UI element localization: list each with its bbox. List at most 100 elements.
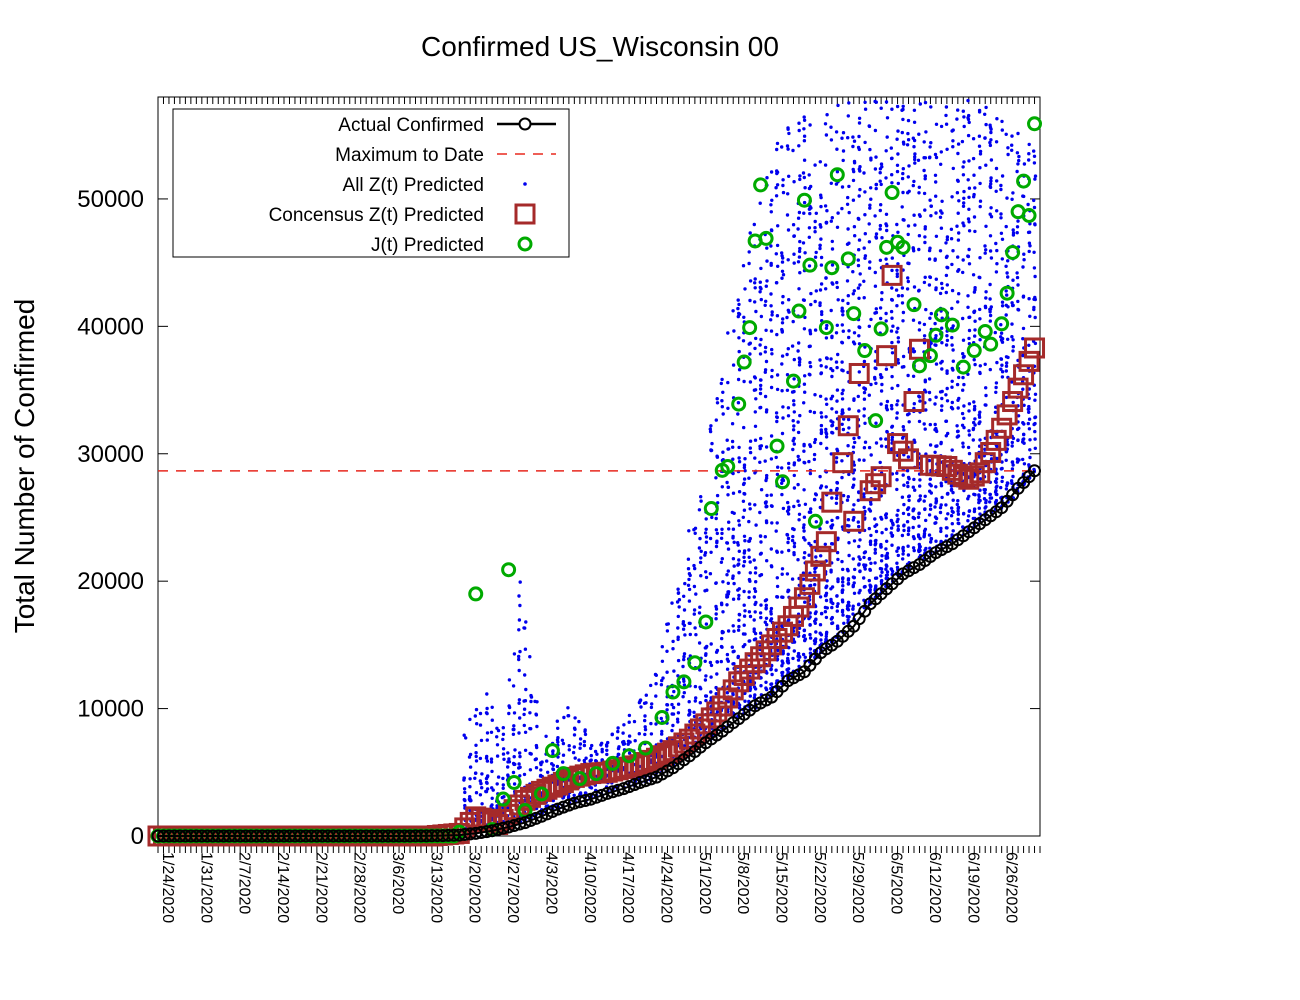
z-predicted-point (973, 334, 977, 338)
z-predicted-point (956, 512, 961, 516)
z-predicted-point (769, 612, 773, 616)
z-predicted-point (665, 708, 669, 712)
z-predicted-point (857, 458, 861, 462)
z-predicted-point (962, 404, 966, 408)
concensus-point (733, 664, 755, 686)
z-predicted-point (474, 759, 479, 763)
z-predicted-point (796, 558, 800, 562)
z-predicted-point (923, 100, 928, 105)
z-predicted-point (840, 408, 845, 412)
z-predicted-point (906, 232, 910, 237)
z-predicted-point (551, 767, 555, 771)
z-predicted-point (649, 705, 654, 710)
z-predicted-point (830, 216, 834, 220)
concensus-point (700, 707, 722, 729)
z-predicted-point (731, 576, 735, 580)
z-predicted-point (823, 163, 828, 167)
z-predicted-point (791, 428, 796, 432)
z-predicted-point (589, 753, 593, 758)
z-predicted-point (830, 239, 834, 244)
z-predicted-point (884, 257, 888, 261)
z-predicted-point (813, 230, 817, 234)
z-predicted-point (797, 626, 802, 630)
z-predicted-point (1033, 415, 1038, 419)
z-predicted-point (890, 316, 894, 320)
z-predicted-point (534, 757, 538, 761)
z-predicted-point (857, 334, 861, 338)
z-predicted-point (918, 399, 922, 403)
z-predicted-point (845, 498, 850, 502)
z-predicted-point (880, 236, 884, 240)
actual-confirmed-point (644, 772, 658, 786)
z-predicted-point (858, 187, 862, 192)
z-predicted-point (967, 409, 971, 413)
z-predicted-point (820, 310, 824, 314)
z-predicted-point (885, 224, 889, 228)
z-predicted-point (737, 445, 741, 450)
z-predicted-point (801, 577, 806, 581)
z-predicted-point (934, 395, 938, 399)
z-predicted-point (967, 229, 972, 233)
z-predicted-point (956, 521, 960, 525)
z-predicted-point (1010, 440, 1014, 445)
z-predicted-point (939, 124, 944, 129)
z-predicted-point (885, 539, 889, 543)
z-predicted-point (1004, 369, 1008, 373)
z-predicted-point (693, 531, 697, 535)
z-predicted-point (846, 301, 850, 306)
z-predicted-point (765, 623, 769, 627)
z-predicted-point (462, 776, 466, 780)
z-predicted-point (474, 707, 479, 712)
z-predicted-point (830, 263, 835, 267)
z-predicted-point (813, 611, 818, 616)
z-predicted-point (698, 701, 702, 705)
z-predicted-point (797, 363, 802, 367)
z-predicted-point (906, 118, 911, 123)
z-predicted-point (807, 459, 811, 464)
z-predicted-point (732, 564, 736, 568)
z-predicted-point (973, 319, 977, 323)
z-predicted-point (555, 719, 559, 723)
z-predicted-point (468, 795, 472, 799)
z-predicted-point (774, 411, 779, 415)
z-predicted-point (852, 477, 856, 481)
z-predicted-point (796, 216, 801, 220)
z-predicted-point (895, 272, 899, 276)
z-predicted-point (966, 178, 970, 182)
z-predicted-point (895, 416, 899, 420)
z-predicted-point (803, 390, 807, 394)
z-predicted-point (863, 550, 868, 554)
z-predicted-point (462, 787, 467, 791)
z-predicted-point (522, 723, 526, 728)
j-predicted-point (922, 348, 938, 364)
z-predicted-point (857, 194, 861, 198)
z-predicted-point (927, 513, 932, 517)
z-predicted-point (818, 595, 823, 599)
z-predicted-point (1015, 169, 1019, 174)
z-predicted-point (1011, 191, 1015, 195)
z-predicted-point (801, 241, 806, 245)
z-predicted-point (709, 550, 713, 554)
z-predicted-point (825, 113, 829, 117)
z-predicted-point (524, 687, 528, 692)
z-predicted-point (1027, 230, 1032, 234)
z-predicted-point (1011, 474, 1015, 479)
z-predicted-point (938, 510, 943, 515)
z-predicted-point (775, 595, 780, 599)
z-predicted-point (484, 756, 489, 760)
z-predicted-point (923, 208, 927, 212)
z-predicted-point (868, 203, 872, 207)
z-predicted-point (989, 130, 993, 135)
z-predicted-point (775, 657, 780, 661)
z-predicted-point (1032, 266, 1037, 270)
z-predicted-point (737, 349, 741, 354)
z-predicted-point (984, 290, 988, 294)
z-predicted-point (879, 182, 883, 187)
z-predicted-point (725, 652, 730, 657)
z-predicted-point (880, 554, 884, 558)
z-predicted-point (550, 762, 554, 766)
z-predicted-point (705, 588, 709, 592)
j-predicted-point (501, 562, 517, 578)
z-predicted-point (737, 706, 742, 710)
z-predicted-point (792, 234, 796, 238)
